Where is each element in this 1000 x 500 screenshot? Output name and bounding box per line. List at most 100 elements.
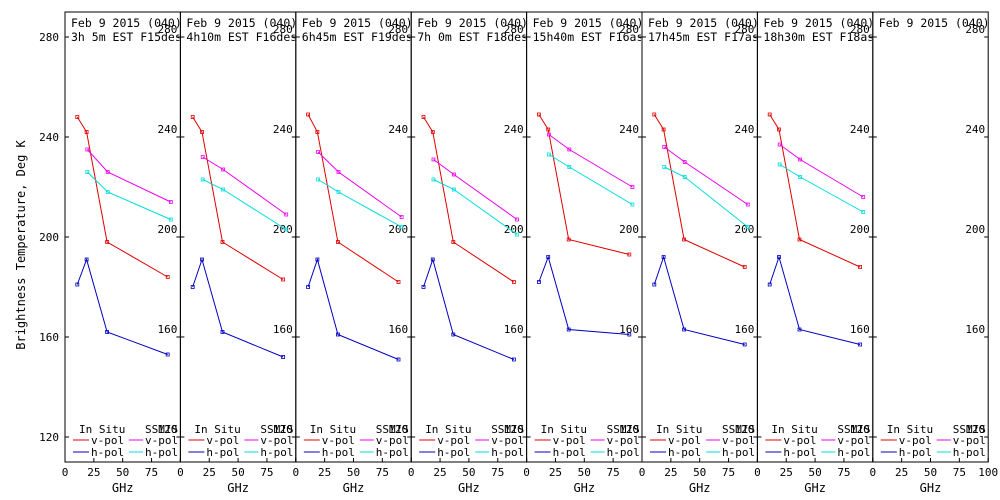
x-tick-label: 75 (722, 466, 735, 479)
panel-7: 120 160 200 240 280 0 25 50 75 GHz Feb 9 2015 (040… (754, 11, 874, 495)
legend-title-ssmis: SSMIS (145, 423, 178, 436)
y-tick-label: 160 (504, 323, 524, 336)
y-tick-label: 280 (504, 23, 524, 36)
y-tick-label: 240 (850, 123, 870, 136)
insitu-hpol-point (797, 327, 802, 332)
legend-insitu-hpol-label: h-pol (553, 446, 586, 459)
insitu-vpol-point (190, 115, 195, 119)
insitu-vpol-point (767, 112, 772, 117)
x-tick-label: 25 (433, 466, 446, 479)
panel-date: Feb 9 2015 (040) (302, 16, 413, 30)
panel-date: Feb 9 2015 (040) (417, 16, 528, 30)
insitu-vpol-point (682, 237, 686, 242)
legend-ssmis-hpol-label: h-pol (145, 446, 178, 459)
ssmis-vpol-point (316, 150, 321, 154)
x-tick-label: 0 (869, 466, 876, 479)
x-axis-label: GHz (458, 481, 480, 495)
x-tick-label: 0 (177, 466, 184, 479)
insitu-vpol-line (192, 116, 284, 280)
insitu-vpol-point (335, 240, 340, 244)
y-tick-label: 120 (158, 423, 178, 436)
legend-insitu-vpol-label: v-pol (553, 434, 586, 447)
x-tick-label: 50 (347, 466, 360, 479)
y-tick-label: 120 (504, 423, 524, 436)
insitu-hpol-point (566, 327, 571, 332)
insitu-vpol-line (307, 114, 399, 283)
legend-title-ssmis: SSMIS (953, 423, 986, 436)
legend-insitu-hpol-label: h-pol (206, 446, 239, 459)
insitu-hpol-point (652, 282, 657, 287)
insitu-hpol-point (315, 257, 320, 262)
insitu-hpol-point (777, 255, 781, 259)
x-tick-label: 25 (318, 466, 331, 479)
ssmis-vpol-point (85, 147, 90, 152)
panel-frame (756, 11, 874, 463)
ssmis-hpol-line (86, 171, 171, 220)
legend-ssmis-hpol-label: h-pol (837, 446, 870, 459)
panel-frame (179, 11, 297, 463)
ssmis-hpol-point (682, 175, 687, 179)
insitu-vpol-point (661, 127, 666, 132)
insitu-hpol-point (742, 342, 747, 347)
ssmis-vpol-point (284, 212, 289, 217)
y-tick-label: 280 (158, 23, 178, 36)
insitu-vpol-point (220, 240, 225, 244)
x-tick-label: 50 (578, 466, 591, 479)
insitu-vpol-point (566, 237, 571, 242)
y-tick-label: 240 (158, 123, 178, 136)
legend-title-insitu: In Situ (541, 423, 587, 436)
x-tick-label: 50 (924, 466, 937, 479)
x-axis-label: GHz (804, 481, 826, 495)
panel-date: Feb 9 2015 (040) (763, 16, 874, 30)
y-tick-label: 240 (504, 123, 524, 136)
legend-title-ssmis: SSMIS (722, 423, 755, 436)
insitu-hpol-point (165, 352, 170, 357)
x-axis-label: GHz (227, 481, 249, 495)
y-tick-label-left: 280 (39, 31, 59, 44)
legend-insitu-vpol-label: v-pol (437, 434, 470, 447)
panel-time: 7h 0m EST F18des (417, 30, 528, 44)
x-tick-label: 50 (693, 466, 706, 479)
ssmis-hpol-line (548, 154, 633, 205)
ssmis-hpol-point (745, 225, 750, 229)
insitu-hpol-line (423, 257, 515, 360)
ssmis-hpol-point (200, 177, 205, 182)
panel-header: Feb 9 2015 (040)15h40m EST F16asc (533, 16, 641, 42)
panel-header: Feb 9 2015 (040)4h10m EST F16des (186, 16, 294, 42)
x-tick-label: 75 (260, 466, 273, 479)
insitu-vpol-point (200, 130, 204, 134)
legend-ssmis-hpol-label: h-pol (376, 446, 409, 459)
x-tick-label: 50 (462, 466, 475, 479)
ssmis-vpol-point (777, 142, 782, 147)
insitu-vpol-point (421, 115, 426, 119)
y-tick-label: 160 (850, 323, 870, 336)
insitu-vpol-point (396, 280, 401, 284)
insitu-hpol-line (307, 257, 399, 360)
insitu-vpol-point (165, 275, 170, 279)
ssmis-hpol-point (567, 165, 572, 169)
ssmis-vpol-point (200, 155, 205, 159)
ssmis-vpol-line (548, 134, 633, 188)
ssmis-hpol-point (336, 190, 341, 194)
ssmis-vpol-point (567, 147, 572, 152)
panel-5: 120 160 200 240 280 0 25 50 75 GHz Feb 9 2015 (040… (523, 11, 643, 495)
insitu-vpol-line (769, 114, 861, 268)
ssmis-hpol-point (547, 152, 551, 157)
ssmis-vpol-point (105, 170, 110, 174)
insitu-vpol-point (105, 240, 109, 244)
y-axis-label: Brightness Temperature, Deg K (14, 139, 28, 349)
insitu-hpol-point (767, 282, 772, 287)
x-tick-label: 75 (607, 466, 620, 479)
insitu-vpol-point (546, 127, 551, 132)
y-tick-label: 280 (619, 23, 639, 36)
legend-insitu-hpol-label: h-pol (783, 446, 816, 459)
legend-title-ssmis: SSMIS (260, 423, 293, 436)
legend-ssmis-vpol-label: v-pol (953, 434, 986, 447)
legend-insitu-vpol-label: v-pol (206, 434, 239, 447)
insitu-hpol-point (200, 257, 204, 262)
insitu-vpol-point (797, 237, 802, 242)
